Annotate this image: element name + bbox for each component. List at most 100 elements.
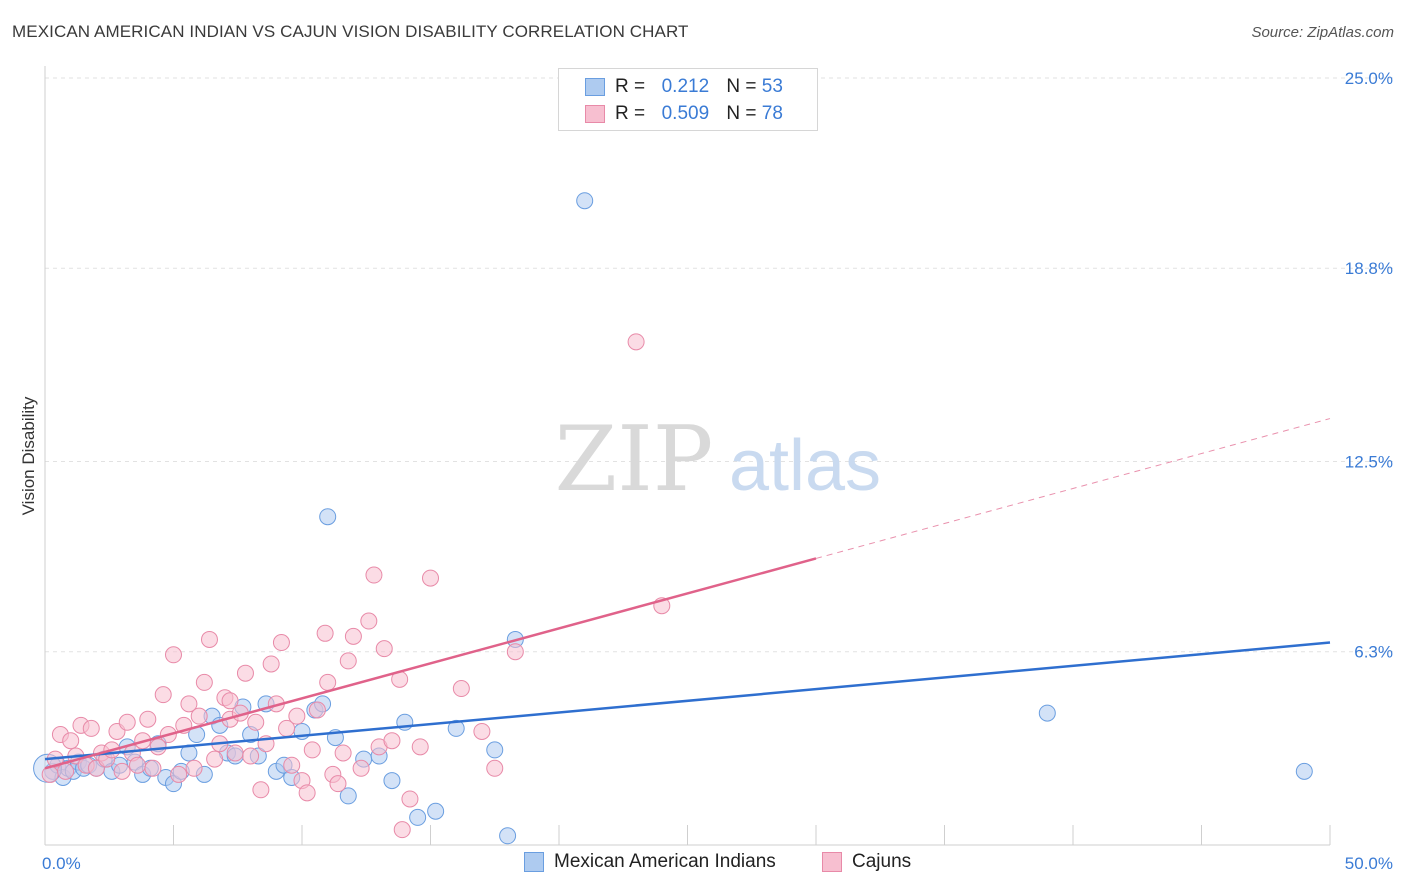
data-point-cajuns [344,627,362,645]
trend-line-mexican-american-indians [44,641,1331,761]
watermark-atlas: atlas [729,426,881,506]
data-point-mexican-american-indians [486,741,504,759]
data-point-mexican-american-indians [319,508,337,526]
data-point-cajuns [627,333,645,351]
legend-swatch-blue [585,78,605,96]
data-point-cajuns [401,790,419,808]
data-point-cajuns [200,630,218,648]
data-point-cajuns [206,750,224,768]
data-point-mexican-american-indians [447,719,465,737]
data-point-cajuns [339,652,357,670]
data-point-cajuns [221,692,239,710]
data-point-cajuns [365,566,383,584]
data-point-cajuns [118,713,136,731]
data-point-cajuns [411,738,429,756]
data-point-mexican-american-indians [499,827,517,845]
data-point-cajuns [308,701,326,719]
data-point-cajuns [180,695,198,713]
data-point-cajuns [329,775,347,793]
legend-r-value: 0.509 [661,103,710,124]
data-point-cajuns [452,680,470,698]
source-label: Source: ZipAtlas.com [1251,24,1394,41]
data-point-mexican-american-indians [1295,762,1313,780]
y-tick-label: 25.0% [1345,69,1393,88]
legend-r-label: R = [615,76,651,97]
trend-line-cajuns-extension [815,418,1331,559]
data-point-mexican-american-indians [576,192,594,210]
data-point-cajuns [41,765,59,783]
data-point-cajuns [486,759,504,777]
bottom-legend: Mexican American Indians Cajuns [0,851,1406,877]
tick-labels: 6.3% 12.5% 18.8% 25.0% 0.0% 50.0% [42,69,1393,873]
data-point-cajuns [57,762,75,780]
x-tick-label: 0.0% [42,854,81,873]
data-point-cajuns [360,612,378,630]
data-point-cajuns [62,732,80,750]
gridlines [45,77,1395,653]
axes [44,66,1331,846]
legend-n-value: 53 [761,76,783,97]
data-point-cajuns [139,710,157,728]
y-tick-label: 12.5% [1345,453,1393,472]
data-point-cajuns [129,756,147,774]
data-point-cajuns [195,673,213,691]
data-point-mexican-american-indians [339,787,357,805]
bottom-legend-swatch-blue [524,852,544,872]
data-point-cajuns [247,713,265,731]
data-point-cajuns [316,624,334,642]
legend-n-value: 78 [761,103,783,124]
series-cajuns [41,333,671,839]
data-point-cajuns [375,640,393,658]
data-point-cajuns [165,646,182,664]
data-point-mexican-american-indians [409,808,427,826]
y-tick-label: 6.3% [1354,643,1393,662]
bottom-legend-swatch-pink [822,852,842,872]
legend-swatch-pink [585,105,605,123]
trend-line-cajuns [44,557,817,770]
data-point-cajuns [303,741,321,759]
legend-row-cajuns: R = 0.509 N = 78 [585,102,783,126]
chart-title: MEXICAN AMERICAN INDIAN VS CAJUN VISION … [12,22,689,41]
data-point-cajuns [473,722,491,740]
data-point-mexican-american-indians [427,802,445,820]
legend-n-label: N = [726,103,762,124]
y-tick-label: 18.8% [1345,259,1393,278]
data-point-cajuns [154,686,172,704]
legend: R = 0.212 N = 53 R = 0.509 N = 78 [558,68,818,131]
data-point-cajuns [506,643,524,661]
data-point-cajuns [288,707,306,725]
bottom-legend-item-cajuns: Cajuns [822,851,911,873]
data-point-cajuns [170,765,188,783]
legend-r-label: R = [615,103,651,124]
data-point-cajuns [252,781,270,799]
watermark: ZIP atlas [555,407,881,512]
data-point-cajuns [272,634,290,652]
legend-row-mexican-american-indians: R = 0.212 N = 53 [585,75,783,99]
data-point-cajuns [149,738,167,756]
data-point-cajuns [242,747,260,765]
data-point-cajuns [226,744,244,762]
data-point-cajuns [352,759,370,777]
y-axis-label: Vision Disability [19,396,38,515]
x-tick-label: 50.0% [1345,854,1393,873]
data-point-cajuns [319,673,337,691]
data-point-cajuns [334,744,352,762]
data-point-cajuns [283,756,301,774]
trend-lines [44,418,1331,770]
bottom-legend-item-mexican-american-indians: Mexican American Indians [524,851,776,873]
data-point-cajuns [185,759,203,777]
data-point-cajuns [144,759,162,777]
bottom-legend-label: Cajuns [852,851,912,872]
data-point-mexican-american-indians [1038,704,1056,722]
data-point-cajuns [236,664,254,682]
data-point-cajuns [298,784,316,802]
legend-r-value: 0.212 [661,76,710,97]
watermark-zip: ZIP [555,407,714,512]
data-point-cajuns [190,707,208,725]
data-point-cajuns [82,719,100,737]
bottom-legend-label: Mexican American Indians [554,851,776,872]
data-point-cajuns [262,655,280,673]
data-point-cajuns [113,762,131,780]
data-point-cajuns [383,732,401,750]
